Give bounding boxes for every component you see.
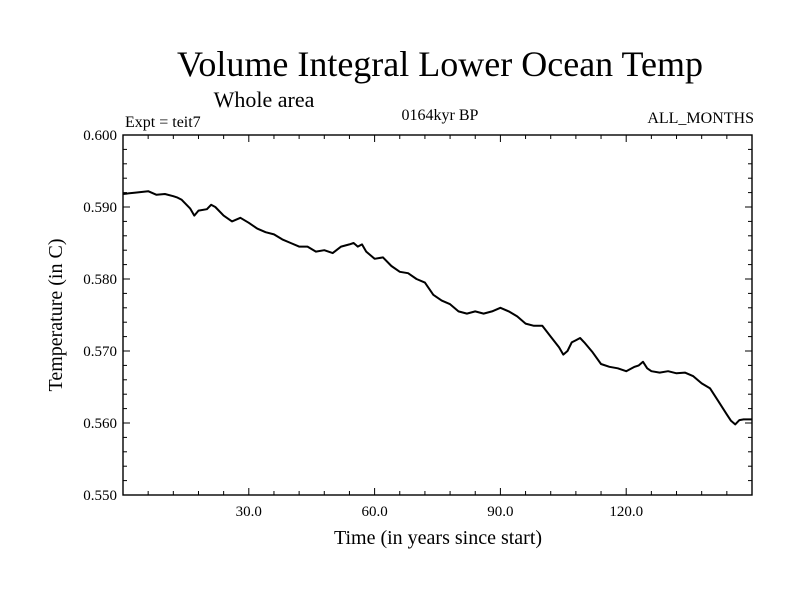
y-axis-label: Temperature (in C) [45, 239, 67, 392]
y-tick-label: 0.590 [83, 200, 117, 216]
x-tick-label: 90.0 [487, 504, 513, 520]
x-axis-label: Time (in years since start) [334, 527, 542, 549]
period-label: 0164kyr BP [402, 107, 479, 124]
x-tick-label: 60.0 [361, 504, 387, 520]
y-tick-label: 0.580 [83, 272, 117, 288]
y-tick-label: 0.600 [83, 128, 117, 144]
y-axis-ticks: 0.550 0.560 0.570 0.580 0.590 0.600 [83, 128, 752, 504]
chart-title: Volume Integral Lower Ocean Temp [177, 44, 703, 84]
y-tick-label: 0.550 [83, 488, 117, 504]
plot-area [122, 190, 752, 426]
x-axis-ticks: 30.0 60.0 90.0 120.0 [122, 135, 753, 520]
series-line-teit7 [122, 190, 752, 426]
plot-frame [122, 134, 753, 496]
expt-label: Expt = teit7 [125, 114, 201, 131]
months-label: ALL_MONTHS [647, 110, 754, 127]
chart-subtitle: Whole area [214, 87, 315, 112]
x-tick-label: 30.0 [236, 504, 262, 520]
y-tick-label: 0.570 [83, 344, 117, 360]
x-tick-label: 120.0 [609, 504, 643, 520]
y-tick-label: 0.560 [83, 416, 117, 432]
